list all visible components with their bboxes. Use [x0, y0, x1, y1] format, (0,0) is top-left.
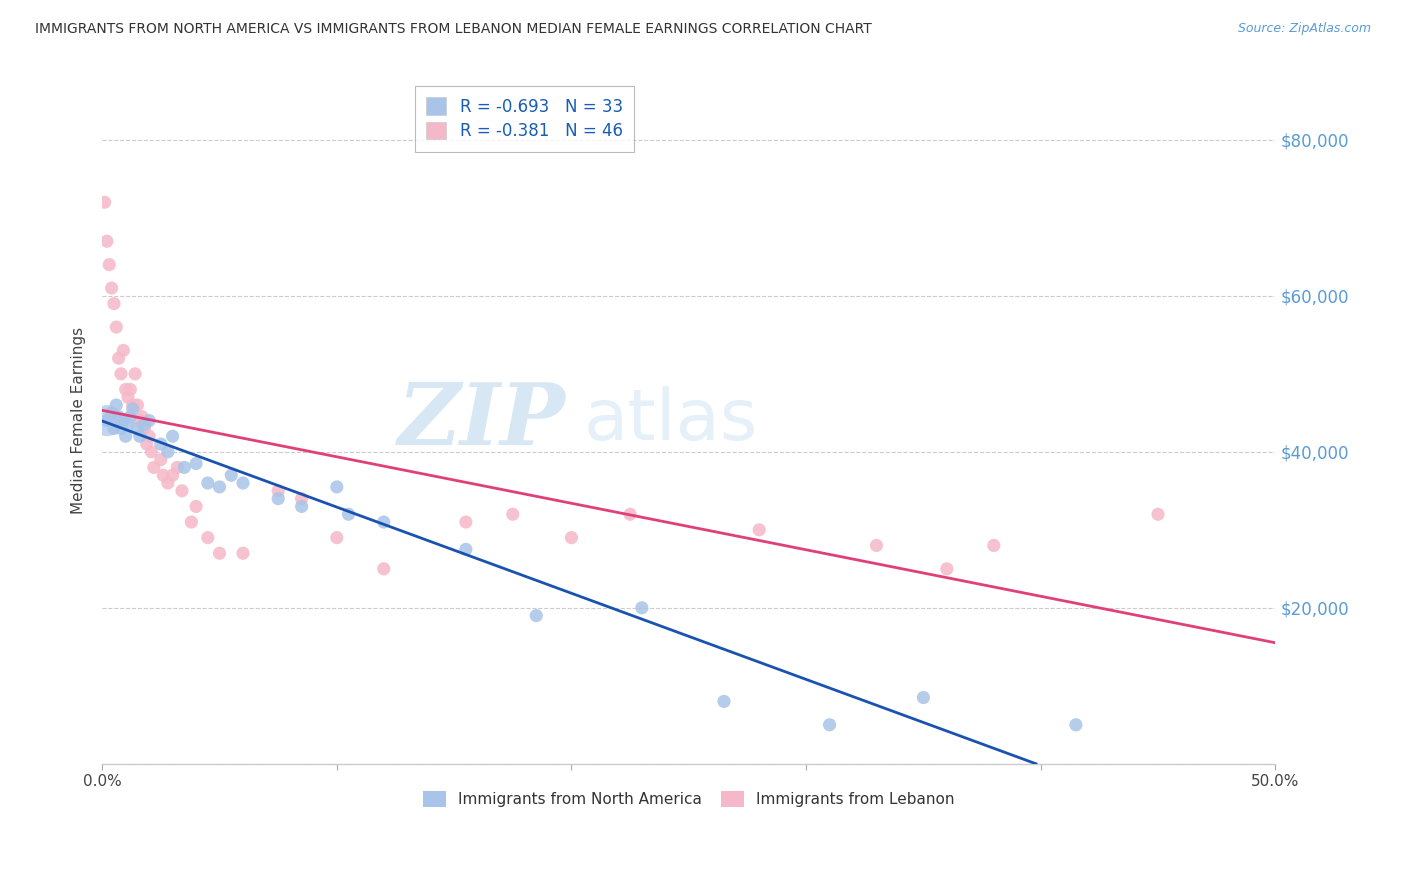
- Point: [156, 445, 179, 459]
- Text: Source: ZipAtlas.com: Source: ZipAtlas.com: [1237, 22, 1371, 36]
- Point: [373, 515, 395, 529]
- Point: [96, 414, 118, 428]
- Point: [619, 507, 641, 521]
- Point: [560, 531, 582, 545]
- Point: [149, 437, 172, 451]
- Point: [502, 507, 524, 521]
- Point: [134, 417, 156, 432]
- Point: [818, 718, 841, 732]
- Point: [107, 409, 129, 424]
- Y-axis label: Median Female Earnings: Median Female Earnings: [72, 327, 86, 514]
- Point: [162, 468, 184, 483]
- Point: [141, 445, 163, 459]
- Point: [865, 538, 887, 552]
- Point: [112, 343, 135, 358]
- Point: [117, 390, 139, 404]
- Point: [162, 429, 184, 443]
- Point: [454, 515, 477, 529]
- Point: [326, 531, 349, 545]
- Point: [142, 460, 165, 475]
- Point: [184, 457, 207, 471]
- Point: [713, 694, 735, 708]
- Point: [114, 429, 136, 443]
- Point: [117, 417, 139, 432]
- Text: IMMIGRANTS FROM NORTH AMERICA VS IMMIGRANTS FROM LEBANON MEDIAN FEMALE EARNINGS : IMMIGRANTS FROM NORTH AMERICA VS IMMIGRA…: [35, 22, 872, 37]
- Point: [98, 258, 121, 272]
- Point: [267, 491, 290, 506]
- Point: [100, 281, 122, 295]
- Point: [124, 367, 146, 381]
- Point: [114, 383, 136, 397]
- Point: [110, 421, 132, 435]
- Point: [748, 523, 770, 537]
- Point: [105, 398, 128, 412]
- Point: [232, 546, 254, 560]
- Point: [105, 320, 128, 334]
- Point: [524, 608, 547, 623]
- Point: [96, 414, 118, 428]
- Point: [152, 468, 174, 483]
- Point: [267, 483, 290, 498]
- Point: [103, 421, 125, 435]
- Point: [170, 483, 193, 498]
- Point: [337, 507, 360, 521]
- Point: [138, 429, 160, 443]
- Point: [121, 398, 143, 412]
- Point: [120, 409, 142, 424]
- Point: [373, 562, 395, 576]
- Point: [197, 476, 219, 491]
- Point: [112, 414, 135, 428]
- Point: [631, 600, 654, 615]
- Point: [131, 409, 153, 424]
- Point: [184, 500, 207, 514]
- Point: [208, 546, 231, 560]
- Point: [134, 421, 156, 435]
- Point: [127, 421, 149, 435]
- Text: atlas: atlas: [583, 386, 758, 455]
- Point: [103, 296, 125, 310]
- Text: ZIP: ZIP: [398, 379, 565, 462]
- Point: [291, 491, 314, 506]
- Point: [93, 195, 115, 210]
- Point: [180, 515, 202, 529]
- Point: [291, 500, 314, 514]
- Point: [1064, 718, 1087, 732]
- Point: [107, 351, 129, 366]
- Point: [135, 437, 157, 451]
- Point: [96, 234, 118, 248]
- Point: [208, 480, 231, 494]
- Point: [197, 531, 219, 545]
- Point: [232, 476, 254, 491]
- Point: [1147, 507, 1170, 521]
- Point: [912, 690, 935, 705]
- Point: [127, 398, 149, 412]
- Point: [128, 429, 150, 443]
- Point: [326, 480, 349, 494]
- Point: [110, 367, 132, 381]
- Legend: Immigrants from North America, Immigrants from Lebanon: Immigrants from North America, Immigrant…: [416, 783, 962, 814]
- Point: [128, 414, 150, 428]
- Point: [935, 562, 957, 576]
- Point: [156, 476, 179, 491]
- Point: [983, 538, 1005, 552]
- Point: [454, 542, 477, 557]
- Point: [100, 406, 122, 420]
- Point: [120, 383, 142, 397]
- Point: [138, 414, 160, 428]
- Point: [219, 468, 242, 483]
- Point: [121, 401, 143, 416]
- Point: [173, 460, 195, 475]
- Point: [149, 452, 172, 467]
- Point: [166, 460, 188, 475]
